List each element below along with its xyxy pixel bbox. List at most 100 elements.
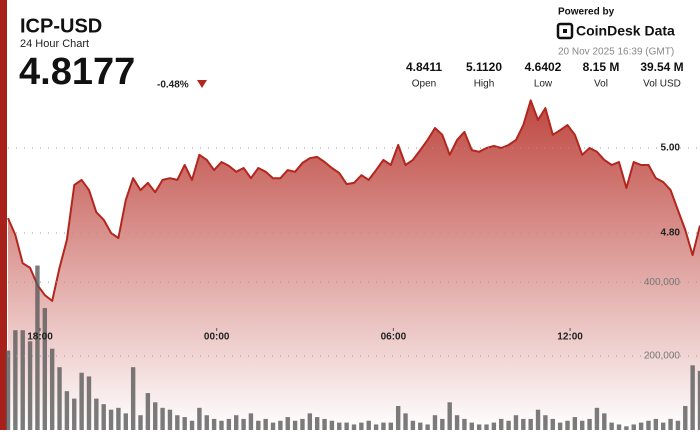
volume-bar [20,330,25,430]
volume-bar [557,422,563,430]
plot: 5.00 4.80 200,000 400,000 18:00 00:00 06:00 12:… [5,99,700,431]
volume-bar [373,424,379,430]
stat-label: High [474,79,495,90]
volume-bar [638,422,644,430]
y2-tick-label: 200,000 [644,351,681,362]
volume-bar [403,413,408,430]
volume-bar [234,415,239,430]
volume-bar [108,409,114,430]
timestamp: 20 Nov 2025 16:39 (GMT) [558,47,674,58]
volume-bar [138,415,143,430]
volume-bar [94,398,99,430]
volume-bar [322,418,327,430]
volume-bar [572,417,578,430]
change: -0.48% [157,80,189,91]
volume-bar [153,402,158,430]
volume-bar [211,418,217,430]
volume-bar [513,415,519,430]
price-line [7,99,700,302]
volume-bar [616,424,622,430]
volume-bar [72,398,77,430]
volume-bar [690,365,695,430]
volume-bar [469,422,474,430]
volume-bar [307,413,313,430]
volume-bar [660,422,666,430]
stat-label: Vol [594,79,608,90]
volume-bar [351,424,357,430]
volume-bar [506,420,511,430]
y2-tick-label: 400,000 [644,277,681,288]
volume-bar [535,409,541,430]
volume-bar [624,426,629,430]
stat-value: 4.6402 [525,60,562,74]
logo [556,22,574,40]
volume-bar [432,415,438,430]
powered-by: Powered by [558,7,615,18]
volume-bar [256,420,261,430]
stat-value: 39.54 M [640,60,683,74]
y-tick-label: 4.80 [661,228,681,239]
volume-bar [543,415,548,430]
volume-bar [565,420,570,430]
volume-bar [594,407,600,430]
volume-bar [130,367,136,430]
volume-bar [337,422,342,430]
volume-bar [359,422,364,430]
volume-bar [395,405,401,430]
volume-bar [123,413,128,430]
stat-value: 8.15 M [583,60,620,74]
volume-bar [425,424,430,430]
volume-bar [381,422,386,430]
title: ICP-USD [20,15,102,37]
volume-bar [42,308,48,430]
volume-bar [609,422,614,430]
stats: 4.8411 Open 5.1120 High 4.6402 Low 8.15 M Vol 39… [406,60,684,89]
volume-bar [204,415,209,430]
volume-bar [653,418,659,430]
volume-bar [418,422,423,430]
volume-bar [79,372,84,430]
volume-bar [263,418,268,430]
x-tick-label: 18:00 [27,332,53,343]
brand: CoinDesk Data [576,23,675,39]
volume-bar [27,341,33,430]
volume-bar [697,370,700,430]
volume-bar [683,405,688,430]
volume-bar [5,350,11,430]
stat-label: Low [534,79,553,90]
volume-bar [344,422,349,430]
volume-bar [447,402,452,430]
volume-bar [476,424,482,430]
price: 4.8177 [19,51,135,93]
volume-bar [219,420,224,430]
x-tick-label: 12:00 [557,332,583,343]
down-arrow [197,80,207,88]
accent-strip [0,0,7,430]
volume-bar [388,422,394,430]
x-tick-label: 00:00 [204,332,230,343]
volume-bar [270,422,276,430]
x-tick-label: 06:00 [381,332,407,343]
volume-bar [580,420,585,430]
volume-bar [49,348,55,430]
volume-bar [101,404,106,430]
stat-value: 4.8411 [406,60,442,74]
volume-bar [116,407,121,430]
volume-bar [13,330,18,430]
volume-bar [248,413,254,430]
subtitle: 24 Hour Chart [20,38,89,50]
volume-bar [329,420,335,430]
volume-bar [86,376,92,430]
volume-bar [410,420,416,430]
volume-bar [631,424,636,430]
volume-bar [462,418,467,430]
volume-bar [167,409,173,430]
volume-bar [189,420,195,430]
volume-bar [278,420,283,430]
volume-bar [145,393,151,430]
volume-bar [602,413,607,430]
volume-bar [521,418,526,430]
y-tick-label: 5.00 [661,143,681,154]
price-area [8,100,700,431]
